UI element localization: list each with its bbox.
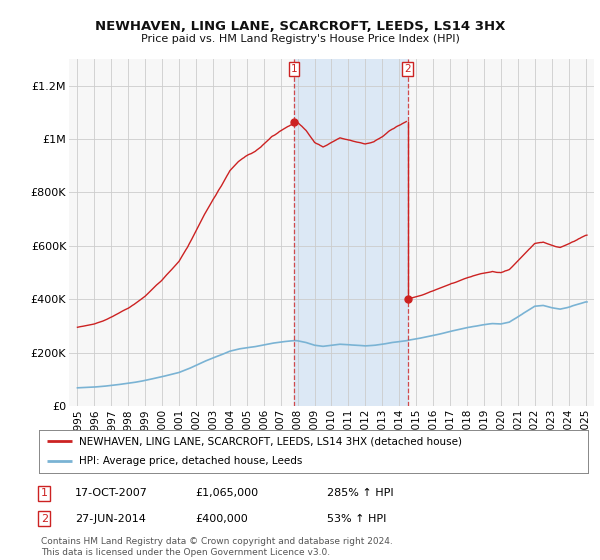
Text: Contains HM Land Registry data © Crown copyright and database right 2024.: Contains HM Land Registry data © Crown c… (41, 537, 392, 546)
Text: 53% ↑ HPI: 53% ↑ HPI (327, 514, 386, 524)
Text: This data is licensed under the Open Government Licence v3.0.: This data is licensed under the Open Gov… (41, 548, 330, 557)
Text: 2: 2 (41, 514, 48, 524)
Bar (294, 59, 407, 406)
Text: NEWHAVEN, LING LANE, SCARCROFT, LEEDS, LS14 3HX (detached house): NEWHAVEN, LING LANE, SCARCROFT, LEEDS, L… (79, 436, 461, 446)
Text: £1,065,000: £1,065,000 (195, 488, 258, 498)
Text: 17-OCT-2007: 17-OCT-2007 (75, 488, 148, 498)
Text: Price paid vs. HM Land Registry's House Price Index (HPI): Price paid vs. HM Land Registry's House … (140, 34, 460, 44)
Text: 1: 1 (291, 64, 298, 74)
Text: £400,000: £400,000 (195, 514, 248, 524)
Text: 27-JUN-2014: 27-JUN-2014 (75, 514, 146, 524)
Text: 2: 2 (404, 64, 411, 74)
Text: 285% ↑ HPI: 285% ↑ HPI (327, 488, 394, 498)
Text: 1: 1 (41, 488, 48, 498)
Text: HPI: Average price, detached house, Leeds: HPI: Average price, detached house, Leed… (79, 456, 302, 466)
Text: NEWHAVEN, LING LANE, SCARCROFT, LEEDS, LS14 3HX: NEWHAVEN, LING LANE, SCARCROFT, LEEDS, L… (95, 20, 505, 32)
